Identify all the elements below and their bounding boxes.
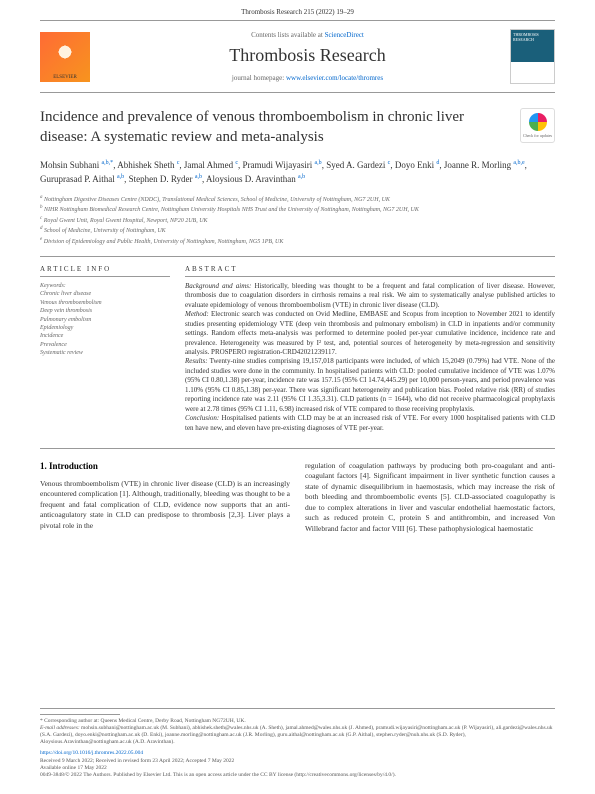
corresponding-author: * Corresponding author at: Queens Medica…: [40, 718, 555, 725]
article-info-head: ARTICLE INFO: [40, 265, 170, 277]
doi-url[interactable]: https://doi.org/10.1016/j.thromres.2022.…: [40, 750, 143, 756]
contents-list: Contents lists available at ScienceDirec…: [105, 31, 510, 39]
abstract-col: ABSTRACT Background and aims: Historical…: [185, 265, 555, 433]
doi-link[interactable]: https://doi.org/10.1016/j.thromres.2022.…: [40, 750, 555, 757]
abstract-text: Background and aims: Historically, bleed…: [185, 282, 555, 433]
article-header: Check for updates Incidence and prevalen…: [40, 108, 555, 246]
keywords-block: Keywords:Chronic liver diseaseVenous thr…: [40, 282, 170, 358]
info-abstract-row: ARTICLE INFO Keywords:Chronic liver dise…: [40, 256, 555, 433]
authors-list: Mohsin Subhani a,b,*, Abhishek Sheth c, …: [40, 159, 555, 186]
article-title: Incidence and prevalence of venous throm…: [40, 108, 555, 147]
intro-text-left: Venous thromboembolism (VTE) in chronic …: [40, 479, 290, 532]
intro-text-right: regulation of coagulation pathways by pr…: [305, 461, 555, 535]
journal-homepage: journal homepage: www.elsevier.com/locat…: [105, 74, 510, 82]
journal-name: Thrombosis Research: [105, 45, 510, 66]
emails-label: E-mail addresses:: [40, 725, 80, 731]
sciencedirect-link[interactable]: ScienceDirect: [325, 31, 364, 39]
available-date: Available online 17 May 2022: [40, 765, 555, 772]
elsevier-logo: ELSEVIER: [40, 32, 90, 82]
citation-header: Thrombosis Research 215 (2022) 19–29: [0, 0, 595, 20]
journal-header: ELSEVIER Contents lists available at Sci…: [40, 20, 555, 93]
contents-prefix: Contents lists available at: [251, 31, 325, 39]
intro-col-left: 1. Introduction Venous thromboembolism (…: [40, 461, 290, 535]
introduction-section: 1. Introduction Venous thromboembolism (…: [40, 448, 555, 535]
homepage-link[interactable]: www.elsevier.com/locate/thromres: [286, 74, 383, 82]
abstract-head: ABSTRACT: [185, 265, 555, 277]
footer-section: * Corresponding author at: Queens Medica…: [40, 708, 555, 779]
emails-list: mohsin.subhani@nottingham.ac.uk (M. Subh…: [40, 725, 553, 745]
article-info-col: ARTICLE INFO Keywords:Chronic liver dise…: [40, 265, 170, 433]
intro-heading: 1. Introduction: [40, 461, 290, 471]
check-updates-badge[interactable]: Check for updates: [520, 108, 555, 143]
journal-cover-thumbnail: THROMBOSIS RESEARCH: [510, 29, 555, 84]
journal-center: Contents lists available at ScienceDirec…: [105, 31, 510, 82]
received-dates: Received 9 March 2022; Received in revis…: [40, 758, 555, 765]
license-text: 0049-3848/© 2022 The Authors. Published …: [40, 772, 555, 779]
email-addresses: E-mail addresses: mohsin.subhani@notting…: [40, 725, 555, 746]
homepage-prefix: journal homepage:: [232, 74, 286, 82]
footnote-divider: [40, 714, 120, 715]
affiliations-list: a Nottingham Digestive Diseases Centre (…: [40, 194, 555, 246]
intro-col-right: regulation of coagulation pathways by pr…: [305, 461, 555, 535]
